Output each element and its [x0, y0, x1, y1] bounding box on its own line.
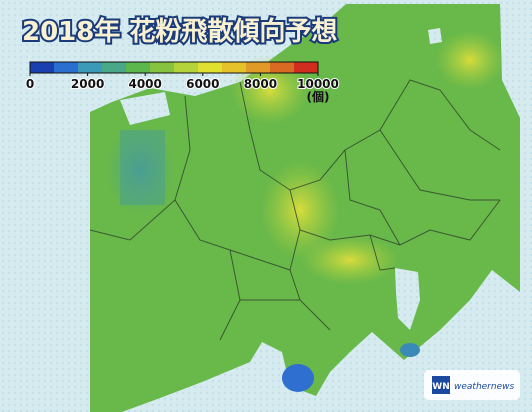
color-step — [78, 62, 103, 73]
tick-label: 4000 — [128, 77, 161, 91]
unit-label: (個) — [307, 89, 330, 104]
land — [90, 4, 520, 412]
colorbar: 0 2000 4000 6000 8000 10000(個) — [25, 61, 340, 104]
prefecture-borders — [89, 79, 501, 341]
color-step — [150, 62, 175, 73]
tick-label: 8000 — [244, 77, 277, 91]
color-step — [174, 62, 199, 73]
color-step — [54, 62, 79, 73]
title: 2018年 花粉飛散傾向予想 — [22, 16, 337, 47]
logo-mark: WN — [432, 382, 449, 392]
color-step — [222, 62, 247, 73]
color-step — [102, 62, 127, 73]
logo-text: weathernews — [454, 382, 514, 392]
color-step — [270, 62, 295, 73]
color-step — [126, 62, 151, 73]
tick-label: 2000 — [71, 77, 104, 91]
logo: WN weathernews — [424, 370, 520, 400]
tick-label: 6000 — [186, 77, 219, 91]
color-step — [246, 62, 271, 73]
color-step — [30, 62, 55, 73]
color-step — [198, 62, 223, 73]
tick-label: 10000 — [297, 77, 339, 91]
color-step — [294, 62, 319, 73]
tick-label: 0 — [26, 77, 34, 91]
colorbar-frame — [29, 61, 319, 74]
